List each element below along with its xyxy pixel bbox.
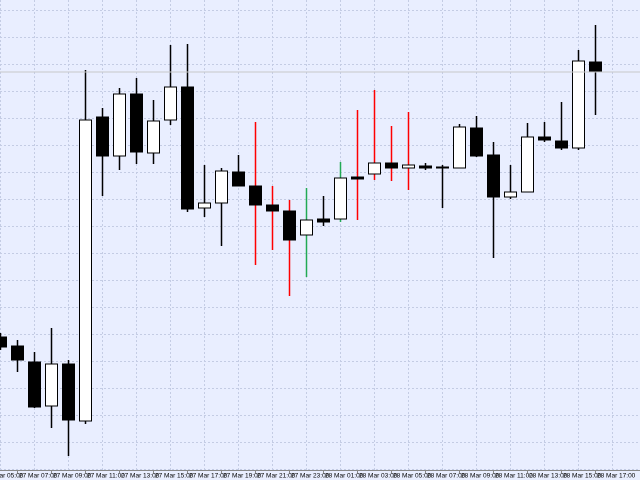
- candle-body: [283, 210, 296, 241]
- x-tick-label: 28 Mar 15:00: [563, 473, 602, 480]
- candle-body: [504, 191, 517, 198]
- candle-body: [113, 93, 126, 157]
- x-tick-label: 28 Mar 07:00: [427, 473, 466, 480]
- x-tick-label: 28 Mar 13:00: [529, 473, 568, 480]
- candle-body: [589, 61, 602, 73]
- candle-body: [215, 170, 228, 204]
- x-tick-label: 27 Mar 07:00: [19, 473, 58, 480]
- candle-body: [79, 119, 92, 422]
- x-tick-label: 27 Mar 13:00: [121, 473, 160, 480]
- candle-body: [198, 202, 211, 209]
- candle-body: [300, 219, 313, 236]
- candle-body: [351, 176, 364, 180]
- candle-body: [555, 140, 568, 149]
- candle-body: [28, 361, 41, 408]
- candle-body: [164, 86, 177, 121]
- x-tick-label: 27 Mar 23:00: [291, 473, 330, 480]
- x-tick-label: 27 Mar 11:00: [87, 473, 125, 480]
- x-tick-label: 28 Mar 09:00: [461, 473, 500, 480]
- candle-body: [317, 218, 330, 223]
- candle-body: [249, 185, 262, 206]
- candle-body: [436, 166, 449, 169]
- candle-body: [368, 162, 381, 175]
- x-tick-label: 27 Mar 05:00: [0, 473, 24, 480]
- candle-body: [470, 127, 483, 157]
- candle-body: [487, 154, 500, 198]
- x-tick-label: 28 Mar 05:00: [393, 473, 432, 480]
- x-tick-label: 27 Mar 09:00: [53, 473, 92, 480]
- candle-body: [572, 60, 585, 149]
- candle-body: [334, 177, 347, 220]
- candle-body: [62, 363, 75, 421]
- candle-body: [521, 136, 534, 193]
- candle-body: [232, 171, 245, 187]
- candle-body: [96, 116, 109, 157]
- candle-body: [147, 120, 160, 154]
- candle-body: [453, 126, 466, 169]
- candle-body: [419, 165, 432, 169]
- grid: [0, 0, 640, 470]
- candle-body: [181, 86, 194, 210]
- candle-body: [11, 345, 24, 361]
- x-tick-label: 28 Mar 03:00: [359, 473, 398, 480]
- candle-body: [385, 162, 398, 169]
- x-tick-label: 27 Mar 19:00: [223, 473, 262, 480]
- x-tick-label: 28 Mar 11:00: [495, 473, 533, 480]
- candle-body: [45, 363, 58, 407]
- candle-body: [130, 93, 143, 153]
- candle-body: [538, 136, 551, 141]
- candle-body: [402, 164, 415, 169]
- x-tick-label: 27 Mar 15:00: [155, 473, 194, 480]
- candle-body: [266, 204, 279, 212]
- candle-body: [0, 336, 7, 348]
- x-tick-label: 28 Mar 01:00: [325, 473, 364, 480]
- x-tick-label: 27 Mar 17:00: [189, 473, 228, 480]
- x-tick-label: 28 Mar 17:00: [597, 473, 636, 480]
- x-tick-label: 27 Mar 21:00: [257, 473, 296, 480]
